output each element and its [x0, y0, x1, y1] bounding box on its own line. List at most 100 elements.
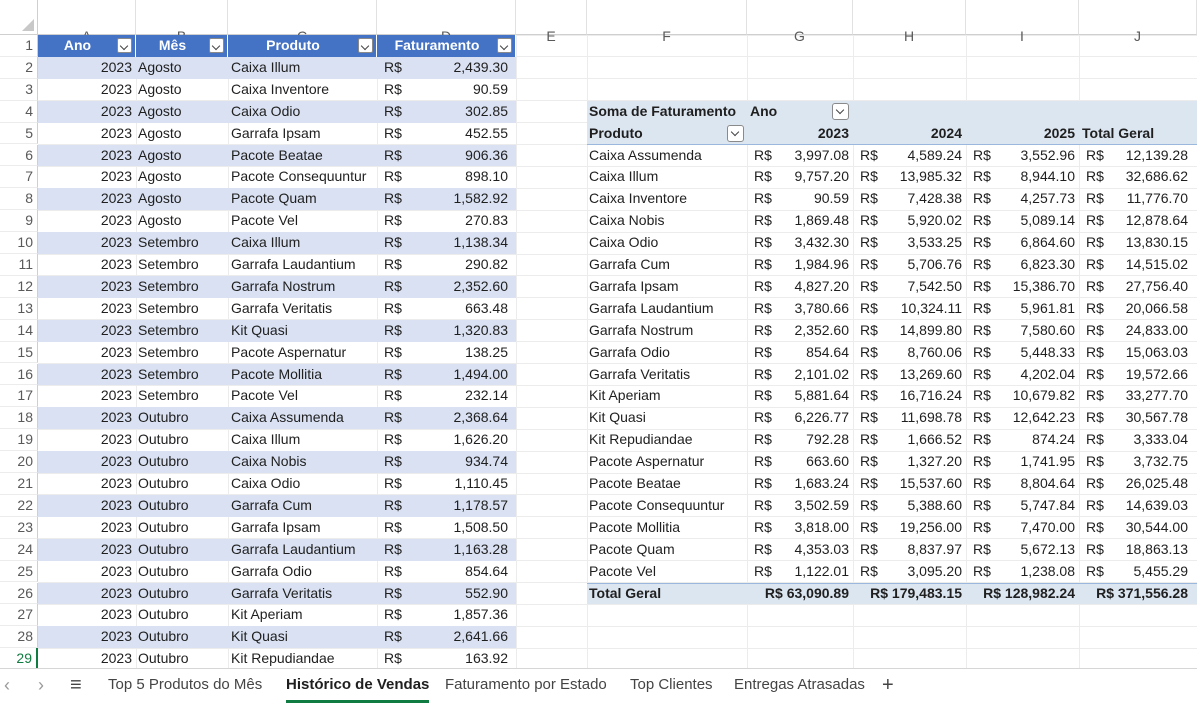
cell-ano[interactable]: 2023	[100, 584, 132, 601]
pivot-value-cell[interactable]: 7,428.38	[907, 190, 963, 207]
pivot-value-cell[interactable]: 4,202.04	[1020, 365, 1076, 382]
cell-ano[interactable]: 2023	[100, 343, 132, 360]
pivot-row-label[interactable]: Pacote Beatae	[589, 475, 681, 491]
pivot-col-filter-button[interactable]	[832, 102, 849, 120]
column-header-d[interactable]: D	[377, 0, 516, 44]
pivot-value-cell[interactable]: 5,706.76	[907, 256, 963, 272]
cell-mes[interactable]: Outubro	[138, 562, 189, 579]
pivot-value-cell[interactable]: 7,470.00	[1020, 518, 1076, 535]
pivot-row-label[interactable]: Caixa Nobis	[589, 212, 665, 229]
sheet-tab[interactable]: Histórico de Vendas	[286, 669, 430, 705]
row-header-4[interactable]: 4	[0, 100, 38, 123]
cell-mes[interactable]: Agosto	[138, 146, 182, 163]
pivot-value-cell[interactable]: 12,642.23	[1012, 409, 1075, 426]
pivot-value-cell[interactable]: 2,101.02	[794, 365, 850, 382]
cell-ano[interactable]: 2023	[100, 606, 132, 623]
column-header-h[interactable]: H	[853, 0, 966, 44]
column-header-i[interactable]: I	[966, 0, 1079, 44]
row-header-3[interactable]: 3	[0, 78, 38, 101]
cell-mes[interactable]: Agosto	[138, 190, 182, 207]
cell-produto[interactable]: Garrafa Cum	[231, 496, 312, 513]
cell-produto[interactable]: Pacote Beatae	[231, 146, 323, 163]
cell-ano[interactable]: 2023	[100, 299, 132, 316]
pivot-value-cell[interactable]: 5,388.60	[907, 496, 963, 513]
pivot-value-cell[interactable]: 1,666.52	[907, 431, 963, 448]
column-header-c[interactable]: C	[228, 0, 377, 44]
cell-produto[interactable]: Pacote Aspernatur	[231, 343, 347, 360]
cell-ano[interactable]: 2023	[100, 409, 132, 426]
cell-mes[interactable]: Agosto	[138, 168, 182, 185]
cell-mes[interactable]: Agosto	[138, 58, 182, 75]
cell-faturamento[interactable]: 163.92	[465, 650, 508, 667]
cell-produto[interactable]: Garrafa Laudantium	[231, 540, 356, 557]
cell-ano[interactable]: 2023	[100, 540, 132, 557]
cell-mes[interactable]: Setembro	[138, 299, 199, 316]
cell-ano[interactable]: 2023	[100, 102, 132, 119]
pivot-row-label[interactable]: Garrafa Laudantium	[589, 299, 714, 316]
cell-produto[interactable]: Kit Quasi	[231, 321, 288, 338]
pivot-row-label[interactable]: Caixa Odio	[589, 234, 659, 251]
cell-mes[interactable]: Outubro	[138, 650, 189, 667]
pivot-value-cell[interactable]: 5,089.14	[1020, 212, 1076, 229]
pivot-value-cell[interactable]: 6,864.60	[1020, 234, 1076, 251]
row-header-2[interactable]: 2	[0, 56, 38, 79]
pivot-value-cell[interactable]: 12,878.64	[1125, 212, 1188, 229]
cell-faturamento[interactable]: 138.25	[465, 343, 508, 360]
cell-produto[interactable]: Caixa Odio	[231, 102, 301, 119]
pivot-value-cell[interactable]: 8,760.06	[907, 343, 963, 360]
pivot-value-cell[interactable]: 13,985.32	[899, 168, 962, 185]
pivot-value-cell[interactable]: 874.24	[1032, 431, 1075, 448]
pivot-value-cell[interactable]: 10,679.82	[1012, 387, 1075, 404]
pivot-value-cell[interactable]: 3,333.04	[1133, 431, 1189, 448]
cell-produto[interactable]: Kit Repudiandae	[231, 650, 335, 667]
row-header-13[interactable]: 13	[0, 297, 38, 320]
sheet-tab[interactable]: Entregas Atrasadas	[734, 676, 865, 693]
row-header-25[interactable]: 25	[0, 560, 38, 583]
pivot-value-cell[interactable]: 33,277.70	[1125, 387, 1188, 404]
pivot-row-filter-button[interactable]	[727, 124, 744, 142]
cell-mes[interactable]: Outubro	[138, 453, 189, 470]
cell-ano[interactable]: 2023	[100, 650, 132, 667]
pivot-value-cell[interactable]: 5,448.33	[1020, 343, 1076, 360]
cell-produto[interactable]: Garrafa Ipsam	[231, 518, 321, 535]
cell-faturamento[interactable]: 854.64	[465, 562, 508, 579]
pivot-value-cell[interactable]: 3,997.08	[794, 146, 850, 163]
row-header-17[interactable]: 17	[0, 385, 38, 408]
column-header-g[interactable]: G	[747, 0, 853, 44]
cell-produto[interactable]: Kit Quasi	[231, 628, 288, 645]
cell-mes[interactable]: Outubro	[138, 584, 189, 601]
cell-produto[interactable]: Caixa Illum	[231, 431, 301, 448]
pivot-value-cell[interactable]: 10,324.11	[900, 299, 962, 316]
cell-faturamento[interactable]: 898.10	[465, 168, 508, 185]
cell-produto[interactable]: Garrafa Ipsam	[231, 124, 321, 141]
pivot-value-cell[interactable]: 4,827.20	[794, 277, 850, 294]
pivot-value-cell[interactable]: 4,589.24	[907, 146, 963, 163]
row-header-21[interactable]: 21	[0, 473, 38, 495]
pivot-value-cell[interactable]: 14,639.03	[1125, 496, 1188, 513]
pivot-value-cell[interactable]: 3,732.75	[1133, 453, 1189, 470]
pivot-value-cell[interactable]: 27,756.40	[1125, 277, 1188, 294]
cell-mes[interactable]: Outubro	[138, 540, 189, 557]
pivot-value-cell[interactable]: 1,683.24	[794, 475, 850, 491]
header-ano[interactable]: Ano	[38, 35, 136, 57]
cell-ano[interactable]: 2023	[100, 431, 132, 448]
cell-faturamento[interactable]: 663.48	[465, 299, 508, 316]
cell-mes[interactable]: Outubro	[138, 409, 189, 426]
cell-ano[interactable]: 2023	[100, 256, 132, 272]
cell-mes[interactable]: Setembro	[138, 256, 199, 272]
pivot-value-cell[interactable]: 854.64	[806, 343, 849, 360]
cell-faturamento[interactable]: 2,439.30	[453, 58, 509, 75]
cell-ano[interactable]: 2023	[100, 365, 132, 382]
cell-ano[interactable]: 2023	[100, 168, 132, 185]
row-header-7[interactable]: 7	[0, 166, 38, 189]
row-header-11[interactable]: 11	[0, 254, 38, 276]
pivot-row-label[interactable]: Kit Repudiandae	[589, 431, 693, 448]
cell-ano[interactable]: 2023	[100, 496, 132, 513]
pivot-value-cell[interactable]: 5,881.64	[794, 387, 850, 404]
row-header-19[interactable]: 19	[0, 429, 38, 452]
pivot-value-cell[interactable]: 3,780.66	[794, 299, 850, 316]
column-header-e[interactable]: E	[516, 0, 587, 44]
select-all-corner[interactable]	[0, 0, 38, 35]
pivot-value-cell[interactable]: 3,552.96	[1020, 146, 1076, 163]
sheet-list-menu-icon[interactable]: ≡	[70, 674, 82, 696]
